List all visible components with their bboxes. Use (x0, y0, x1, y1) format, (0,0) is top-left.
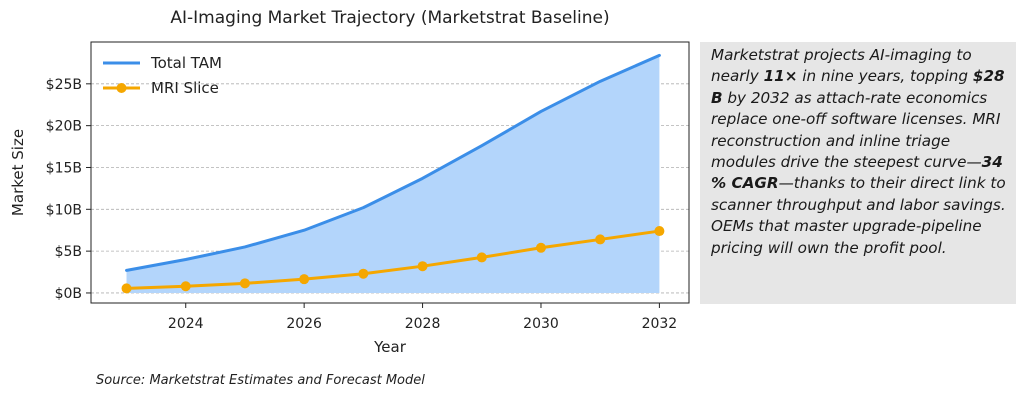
mri-slice-line (125, 229, 661, 290)
mri-slice-point (299, 274, 310, 285)
y-tick-label: $25B (46, 77, 82, 93)
x-tick-label: 2032 (642, 316, 678, 332)
mri-slice-point (654, 226, 665, 237)
area-layer (126, 55, 660, 293)
y-tick-label: $5B (55, 244, 82, 260)
y-tick-label: $15B (46, 160, 82, 176)
legend: Total TAM MRI Slice (103, 54, 222, 97)
x-tick-label: 2028 (405, 316, 441, 332)
y-tick-label: $10B (46, 202, 82, 218)
callout-emphasis: 34 % CAGR (711, 153, 1003, 193)
legend-label-total-tam: Total TAM (150, 54, 222, 72)
y-tick-label: $0B (55, 286, 82, 302)
callout-text: Marketstrat projects AI-imaging to nearl… (711, 46, 972, 86)
total-tam-area (126, 55, 660, 293)
mri-slice-point (535, 242, 546, 253)
callout-text: by 2032 as attach-rate economics replace… (711, 88, 1001, 172)
y-tick-label: $20B (46, 119, 82, 135)
x-axis-label: Year (373, 338, 407, 356)
plot-frame (90, 41, 690, 304)
mri-slice-point (417, 261, 428, 272)
mri-slice-point (595, 234, 606, 245)
legend-label-mri-slice: MRI Slice (151, 79, 219, 97)
mri-slice-point (180, 281, 191, 292)
x-tick-label: 2024 (168, 316, 204, 332)
mri-slice-point (476, 252, 487, 263)
callout-text: —thanks to their direct link to scanner … (711, 174, 1006, 257)
y-axis-label: Market Size (9, 129, 27, 216)
series-layer (121, 53, 665, 294)
mri-slice-point (239, 278, 250, 289)
mri-slice-point (358, 268, 369, 279)
mri-slice-point (121, 283, 132, 294)
callout-emphasis: 11× (763, 67, 798, 86)
callout-text: in nine years, topping (797, 67, 973, 86)
callout-emphasis: $28 B (711, 67, 1005, 107)
chart-title: AI-Imaging Market Trajectory (Marketstra… (170, 8, 610, 28)
x-tick-label: 2026 (286, 316, 322, 332)
x-tick-label: 2030 (523, 316, 559, 332)
legend-marker-mri-slice (116, 83, 127, 93)
chart-canvas: $0B $5B $10B $15B $20B $25B 2024 2026 2028 2030 20… (9, 41, 690, 356)
insight-callout: Marketstrat projects AI-imaging to nearl… (700, 42, 1016, 304)
source-note: Source: Marketstrat Estimates and Foreca… (96, 373, 425, 388)
axis-ticks: $0B $5B $10B $15B $20B $25B 2024 2026 2028 2030 20… (46, 77, 678, 332)
total-tam-line (125, 53, 661, 272)
